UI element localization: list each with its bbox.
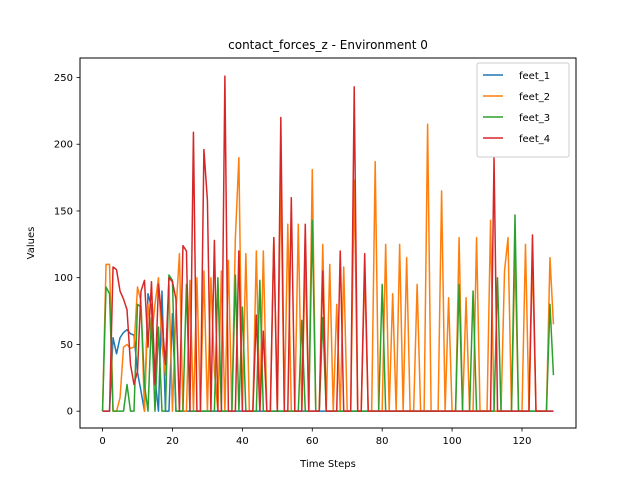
series-line-feet-4 xyxy=(102,75,554,412)
x-tick-label: 80 xyxy=(376,436,389,447)
y-axis-label: Values xyxy=(26,227,37,260)
legend: feet_1 feet_2 feet_3 feet_4 xyxy=(476,62,570,158)
chart-title: contact_forces_z - Environment 0 xyxy=(228,38,428,52)
y-tick-label: 100 xyxy=(54,273,73,284)
y-axis: 0 50 100 150 200 250 xyxy=(54,73,80,418)
x-tick-label: 20 xyxy=(166,436,179,447)
x-tick-label: 100 xyxy=(443,436,462,447)
x-tick-label: 0 xyxy=(99,436,105,447)
y-tick-label: 0 xyxy=(67,407,73,418)
series-line-feet-2 xyxy=(101,123,555,412)
x-tick-label: 60 xyxy=(306,436,319,447)
y-tick-label: 50 xyxy=(60,340,73,351)
x-axis-label: Time Steps xyxy=(299,459,356,470)
series-layer xyxy=(101,75,555,412)
plot-frame xyxy=(79,57,577,429)
x-tick-label: 120 xyxy=(512,436,531,447)
x-axis: 0 20 40 60 80 100 120 xyxy=(99,428,532,447)
x-tick-label: 40 xyxy=(236,436,249,447)
legend-label-feet-4: feet_4 xyxy=(519,134,550,145)
legend-box xyxy=(476,62,570,158)
y-tick-label: 250 xyxy=(54,73,73,84)
y-tick-label: 150 xyxy=(54,206,73,217)
legend-label-feet-3: feet_3 xyxy=(519,113,550,124)
y-tick-label: 200 xyxy=(54,140,73,151)
legend-label-feet-2: feet_2 xyxy=(519,92,550,103)
legend-label-feet-1: feet_1 xyxy=(519,71,550,82)
